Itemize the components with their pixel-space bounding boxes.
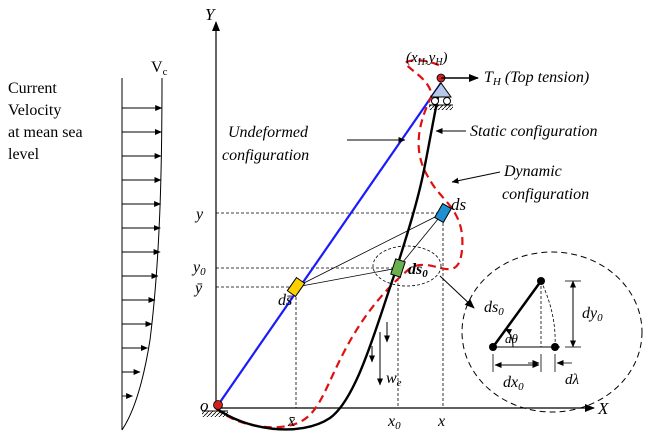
top-tension-label: TH (Top tension): [484, 69, 589, 88]
ds0-highlight-ellipse: [372, 245, 442, 287]
dsbar-label: ds̄: [278, 292, 292, 309]
projection-lines: [216, 212, 444, 408]
element-links: [295, 212, 444, 288]
current-title-line-4: level: [8, 146, 40, 163]
profile-arrows: [122, 105, 163, 399]
undeformed-label-line-1: Undeformed: [228, 124, 309, 141]
static-label: Static configuration: [470, 123, 598, 140]
ds0-label: ds0: [408, 261, 428, 280]
ds0-element: [390, 258, 406, 278]
dsbar-element: [286, 276, 306, 298]
dynamic-label-line-1: Dynamic: [503, 163, 562, 180]
bottom-support: [202, 400, 228, 417]
ds-element: [433, 202, 453, 224]
undeformed-label-line-2: configuration: [222, 147, 309, 164]
origin-label: o: [200, 396, 209, 415]
detail-ds0-label: ds0: [484, 299, 504, 318]
detail-dtheta-label: dθ: [505, 331, 519, 346]
y-axis-label: Y: [205, 5, 216, 24]
top-coordinate-label: (xH,yH): [406, 50, 448, 68]
detail-inset: [461, 251, 643, 413]
current-title-line-2: Velocity: [8, 102, 61, 119]
current-title-line-3: at mean sea: [8, 124, 83, 141]
tick-xbar: x̄: [287, 413, 295, 430]
tick-ybar: ȳ: [193, 280, 203, 297]
tick-x0: x0: [387, 413, 401, 432]
top-support: [429, 82, 453, 110]
x-axis-label: X: [597, 399, 609, 418]
dynamic-configuration-curve: [215, 59, 464, 429]
detail-dlambda-label: dλ: [565, 372, 580, 388]
vc-label: Vc: [151, 59, 168, 78]
dynamic-pointer: [451, 171, 501, 184]
ds-label: ds: [451, 195, 467, 214]
detail-dy0-label: dy0: [582, 305, 603, 324]
we-label: we: [386, 370, 402, 389]
dynamic-label-line-2: configuration: [502, 186, 589, 203]
tick-y: y: [194, 206, 204, 223]
detail-pointer-arrow: [439, 275, 475, 309]
static-configuration-curve: [215, 82, 443, 431]
current-title-line-1: Current: [8, 80, 57, 97]
detail-dx0-label: dx0: [503, 374, 524, 393]
tick-y0: y0: [191, 259, 206, 278]
current-profile: [121, 77, 163, 431]
tick-x: x: [437, 413, 445, 430]
